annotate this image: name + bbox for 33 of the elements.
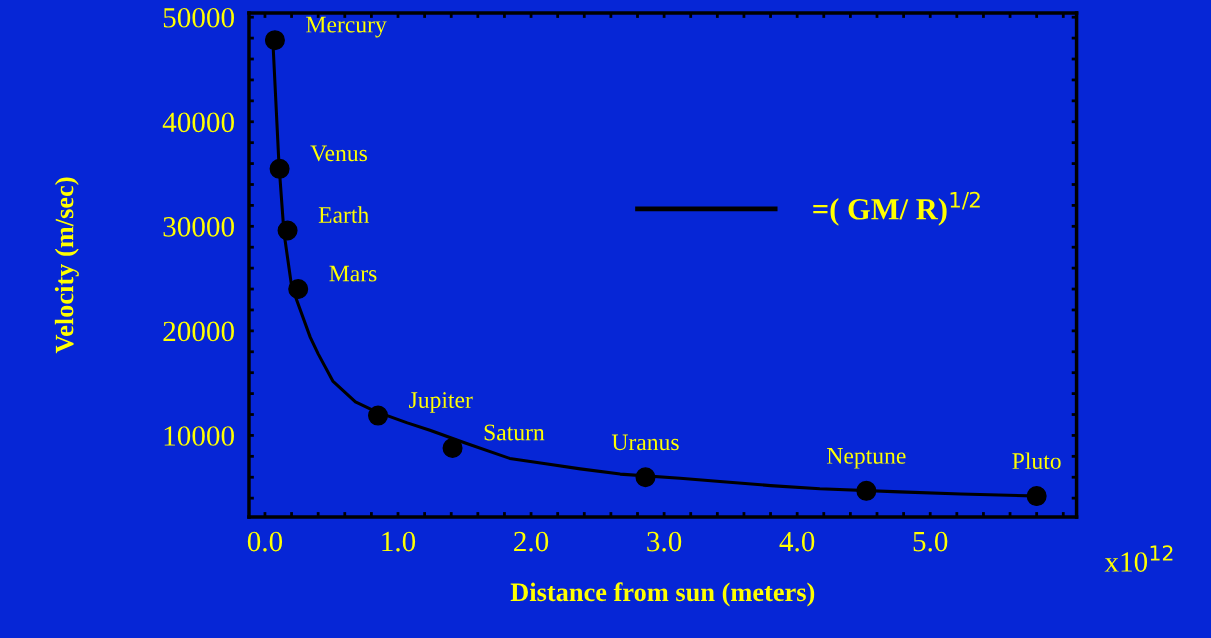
- x-tick-label: 4.0: [779, 531, 815, 552]
- annotation: Uranus: [611, 434, 679, 451]
- x-tick-label: 2.0: [514, 531, 549, 552]
- x-axis-title: Distance from sun (meters): [510, 582, 815, 607]
- y-tick-label: 40000: [162, 112, 234, 133]
- point: [269, 158, 290, 179]
- annotation: Venus: [310, 145, 367, 162]
- y-tick-label: 30000: [163, 217, 234, 237]
- annotation: Mars: [329, 265, 377, 282]
- annotation: Earth: [318, 206, 369, 223]
- x-tick-label: 0.0: [247, 531, 283, 552]
- annotation: Saturn: [484, 424, 545, 441]
- x-tick-label: 3.0: [647, 531, 682, 552]
- y-tick-label: 50000: [163, 7, 234, 28]
- x-tick-label: 5.0: [913, 531, 948, 552]
- text: x10$^{12}$: [1104, 545, 1173, 572]
- annotation: Pluto: [1012, 452, 1061, 470]
- point: [442, 437, 463, 458]
- annotation: Neptune: [827, 448, 906, 469]
- y-axis-title: Velocity (m/sec): [54, 177, 79, 354]
- point: [1026, 486, 1047, 507]
- legend-label: =( GM/ R)$^{1/2}$: [813, 191, 980, 226]
- point: [635, 467, 656, 488]
- y-tick-label: 10000: [164, 426, 234, 446]
- annotation: Mercury: [306, 16, 387, 38]
- point: [368, 405, 389, 426]
- point: [856, 480, 877, 501]
- point: [264, 30, 285, 51]
- x-tick-label: 1.0: [382, 531, 416, 552]
- y-tick-label: 20000: [163, 321, 234, 342]
- point: [277, 220, 298, 241]
- annotation: Jupiter: [409, 392, 473, 413]
- point: [288, 279, 309, 300]
